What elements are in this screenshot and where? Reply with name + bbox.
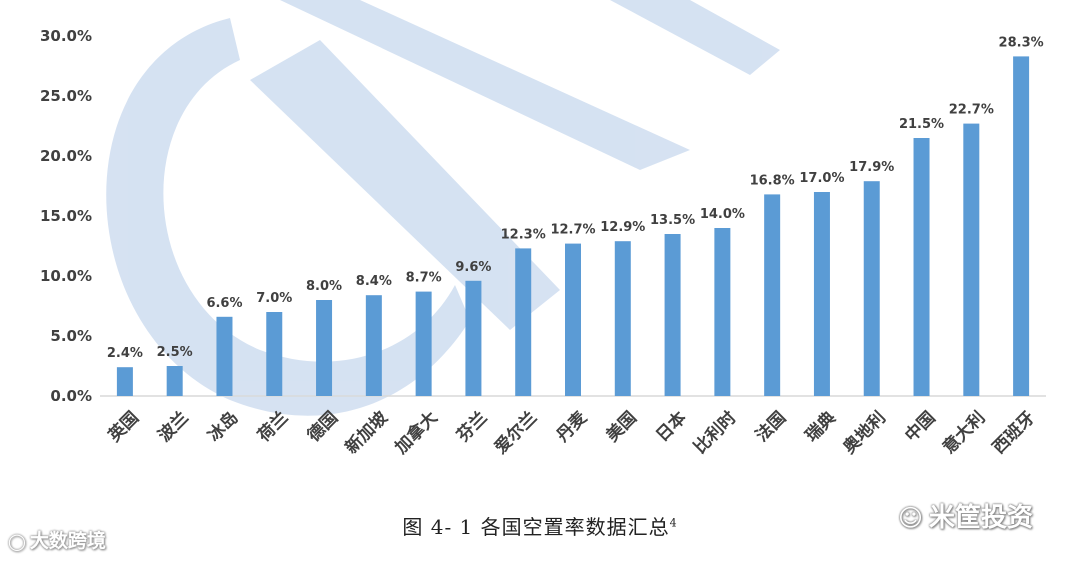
category-label: 日本: [652, 407, 691, 446]
watermark-right-text: 米筐投资: [929, 503, 1034, 533]
data-label: 17.0%: [799, 171, 844, 186]
data-label: 9.6%: [455, 260, 491, 275]
data-label: 12.9%: [600, 220, 645, 235]
figure-caption: 图 4- 1 各国空置率数据汇总4: [0, 511, 1080, 540]
y-axis: 0.0% 5.0% 10.0% 15.0% 20.0% 25.0% 30.0%: [40, 27, 92, 405]
bar: [963, 123, 980, 396]
category-label: 美国: [602, 407, 641, 446]
y-tick-label: 20.0%: [40, 147, 92, 165]
category-label: 西班牙: [989, 408, 1039, 458]
bar: [764, 194, 781, 396]
data-label: 21.5%: [899, 117, 944, 132]
data-label: 7.0%: [256, 291, 292, 306]
bar: [166, 366, 183, 396]
y-tick-label: 25.0%: [40, 87, 92, 105]
watermark-left: ◯ 大数跨境: [8, 526, 106, 553]
category-label: 丹麦: [552, 406, 592, 446]
data-label: 8.4%: [356, 274, 392, 289]
bar: [863, 181, 880, 396]
category-label: 奥地利: [839, 407, 890, 458]
data-label: 12.3%: [501, 227, 546, 242]
data-label: 17.9%: [849, 160, 894, 175]
bar: [116, 367, 133, 396]
bar: [216, 316, 233, 396]
bar: [316, 300, 333, 396]
bar: [614, 241, 631, 396]
bar: [913, 138, 930, 396]
bar: [664, 234, 681, 396]
data-label: 2.5%: [157, 345, 193, 360]
data-label: 6.6%: [206, 296, 242, 311]
bar: [1013, 56, 1030, 397]
category-label: 波兰: [154, 407, 193, 446]
bar: [415, 291, 432, 396]
background-logo: [106, 0, 780, 416]
caption-text: 图 4- 1 各国空置率数据汇总: [402, 515, 670, 539]
y-tick-label: 30.0%: [40, 27, 92, 45]
logo-icon: ◯: [8, 532, 26, 551]
bar: [714, 228, 731, 396]
data-label: 22.7%: [949, 103, 994, 118]
bar: [465, 280, 482, 396]
bar: [266, 312, 283, 396]
bar: [365, 295, 382, 396]
y-tick-label: 0.0%: [50, 387, 92, 405]
data-label: 8.7%: [406, 271, 442, 286]
category-label: 中国: [901, 407, 940, 446]
bar: [565, 243, 581, 396]
bar: [813, 192, 830, 396]
category-label: 爱尔兰: [490, 407, 541, 458]
category-label: 法国: [751, 407, 790, 446]
category-label: 芬兰: [452, 407, 492, 447]
data-label: 13.5%: [650, 213, 695, 228]
y-tick-label: 10.0%: [40, 267, 92, 285]
caption-footnote: 4: [669, 516, 678, 530]
category-label: 意大利: [938, 407, 989, 458]
data-label: 2.4%: [107, 346, 143, 361]
category-label: 加拿大: [390, 407, 442, 459]
category-label: 冰岛: [204, 407, 243, 446]
data-label: 28.3%: [999, 35, 1044, 50]
watermark-left-text: 大数跨境: [29, 530, 106, 552]
category-label: 比利时: [689, 407, 740, 458]
y-tick-label: 15.0%: [40, 207, 92, 225]
data-label: 8.0%: [306, 279, 342, 294]
category-label: 新加坡: [341, 407, 392, 458]
data-label: 14.0%: [700, 207, 745, 222]
watermark-right: ☺ 米筐投资: [898, 497, 1033, 534]
bar: [515, 248, 532, 396]
category-label: 英国: [104, 407, 143, 446]
wechat-icon: ☺: [898, 504, 924, 532]
data-label: 16.8%: [750, 173, 795, 188]
category-label: 瑞典: [801, 407, 840, 446]
data-label: 12.7%: [550, 223, 595, 238]
y-tick-label: 5.0%: [50, 327, 92, 345]
